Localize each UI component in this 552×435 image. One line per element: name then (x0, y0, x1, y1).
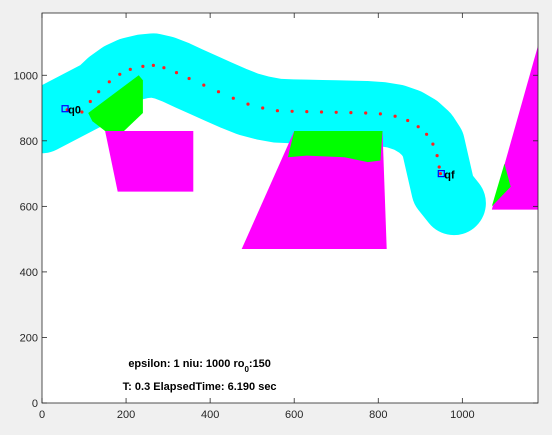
inflation-region (42, 33, 486, 236)
x-tick-label: 200 (117, 409, 135, 421)
path-point (406, 118, 410, 123)
y-tick-label: 800 (20, 136, 38, 148)
path-point (438, 172, 443, 176)
path-point (431, 142, 435, 146)
inflation-band (42, 33, 486, 236)
path-point (364, 111, 368, 115)
trapezoid-obstacle (241, 131, 387, 249)
axes-box (41, 12, 539, 404)
path-point (416, 125, 420, 129)
plot-area: q0 qf (42, 33, 538, 249)
path-point (118, 72, 122, 76)
x-tick-label: 400 (201, 409, 219, 421)
annotation-1: epsilon: 1 niu: 1000 ro0:150 (128, 358, 271, 374)
goal-marker-label: qf (444, 170, 455, 182)
path-point (349, 111, 353, 115)
path-point (393, 114, 397, 118)
annotation-2: T: 0.3 ElapsedTime: 6.190 sec (123, 381, 277, 393)
y-tick-label: 400 (20, 267, 38, 279)
path-point (290, 109, 294, 113)
path-point (174, 71, 179, 75)
path-point (162, 66, 166, 70)
path-point (275, 109, 279, 113)
path-point (305, 110, 309, 114)
start-marker (61, 105, 69, 113)
y-tick-label: 200 (20, 332, 38, 344)
x-tick-label: 600 (285, 409, 303, 421)
square-obstacle (105, 131, 194, 192)
marker-layer: q0 qf (61, 105, 455, 182)
overlap-trapezoid (287, 131, 383, 163)
path-point (97, 90, 101, 94)
path-point (107, 80, 111, 84)
path-point (425, 132, 429, 136)
path-point (231, 96, 235, 100)
path-point (202, 83, 206, 87)
path-point (246, 102, 250, 106)
overlap-square (88, 75, 143, 131)
path-point (435, 154, 439, 158)
axes: 0 200 400 600 800 1000 0 200 400 600 800 1000 (14, 12, 539, 421)
path-point (334, 110, 338, 114)
y-tick-label: 600 (20, 201, 38, 213)
path-point (141, 64, 145, 68)
path-point (80, 110, 84, 114)
overlap-layer (88, 75, 511, 207)
path-point (151, 63, 155, 67)
y-tick-label: 1000 (14, 70, 38, 82)
path-point (128, 67, 132, 71)
path-layer (65, 63, 443, 176)
obstacle-layer (105, 45, 538, 249)
x-tick-label: 800 (369, 409, 387, 421)
x-tick-label: 1000 (450, 409, 474, 421)
path-point (261, 106, 265, 110)
overlap-triangle (491, 163, 511, 207)
path-point (88, 99, 92, 104)
goal-marker (437, 170, 445, 178)
y-tick-label: 0 (32, 398, 38, 410)
path-point (319, 110, 324, 114)
path-point (187, 76, 191, 81)
annotations: epsilon: 1 niu: 1000 ro0:150 T: 0.3 Elaps… (123, 358, 277, 393)
path-point (216, 90, 221, 94)
start-marker-label: q0 (68, 105, 81, 117)
path-point (437, 165, 441, 169)
x-tick-label: 0 (39, 409, 45, 421)
triangle-obstacle (491, 45, 538, 210)
path-point (378, 112, 382, 116)
